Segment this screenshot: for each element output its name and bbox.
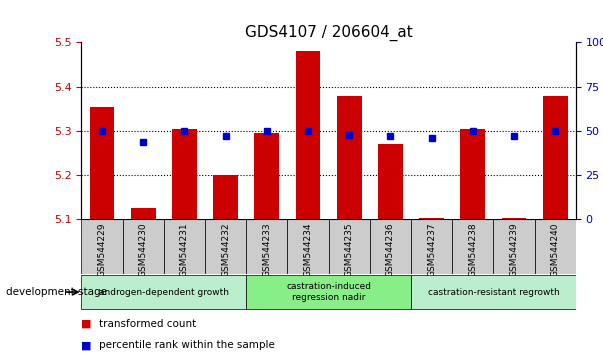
Bar (172, 129, 197, 219)
Bar (295, 51, 320, 219)
Text: castration-resistant regrowth: castration-resistant regrowth (428, 287, 560, 297)
Bar (378, 144, 403, 219)
Bar (122, 219, 164, 274)
Bar (213, 175, 238, 219)
Text: castration-induced
regression nadir: castration-induced regression nadir (286, 282, 371, 302)
Text: percentile rank within the sample: percentile rank within the sample (99, 340, 276, 350)
Bar (164, 219, 205, 274)
Bar (535, 219, 576, 274)
Bar (81, 219, 122, 274)
Bar (246, 219, 288, 274)
Text: GSM544229: GSM544229 (98, 222, 107, 277)
Text: GSM544230: GSM544230 (139, 222, 148, 277)
Bar (329, 219, 370, 274)
Bar (81, 275, 246, 309)
Bar (370, 219, 411, 274)
Text: GSM544234: GSM544234 (303, 222, 312, 277)
Bar (90, 107, 115, 219)
Text: GSM544240: GSM544240 (551, 222, 560, 277)
Text: development stage: development stage (6, 287, 107, 297)
Text: GSM544235: GSM544235 (345, 222, 354, 277)
Bar (131, 209, 156, 219)
Bar (246, 275, 411, 309)
Bar (337, 96, 362, 219)
Text: GSM544233: GSM544233 (262, 222, 271, 277)
Bar (288, 219, 329, 274)
Text: GSM544236: GSM544236 (386, 222, 395, 277)
Bar (452, 219, 493, 274)
Text: GSM544239: GSM544239 (510, 222, 519, 277)
Text: GSM544231: GSM544231 (180, 222, 189, 277)
Text: transformed count: transformed count (99, 319, 197, 329)
Text: ■: ■ (81, 319, 92, 329)
Bar (419, 218, 444, 219)
Bar (461, 129, 485, 219)
Bar (543, 96, 567, 219)
Bar (502, 218, 526, 219)
Bar (411, 275, 576, 309)
Title: GDS4107 / 206604_at: GDS4107 / 206604_at (245, 25, 412, 41)
Bar (254, 133, 279, 219)
Bar (493, 219, 535, 274)
Bar (411, 219, 452, 274)
Text: GSM544237: GSM544237 (427, 222, 436, 277)
Text: androgen-dependent growth: androgen-dependent growth (99, 287, 229, 297)
Text: GSM544232: GSM544232 (221, 222, 230, 277)
Text: GSM544238: GSM544238 (469, 222, 478, 277)
Text: ■: ■ (81, 340, 92, 350)
Bar (205, 219, 246, 274)
